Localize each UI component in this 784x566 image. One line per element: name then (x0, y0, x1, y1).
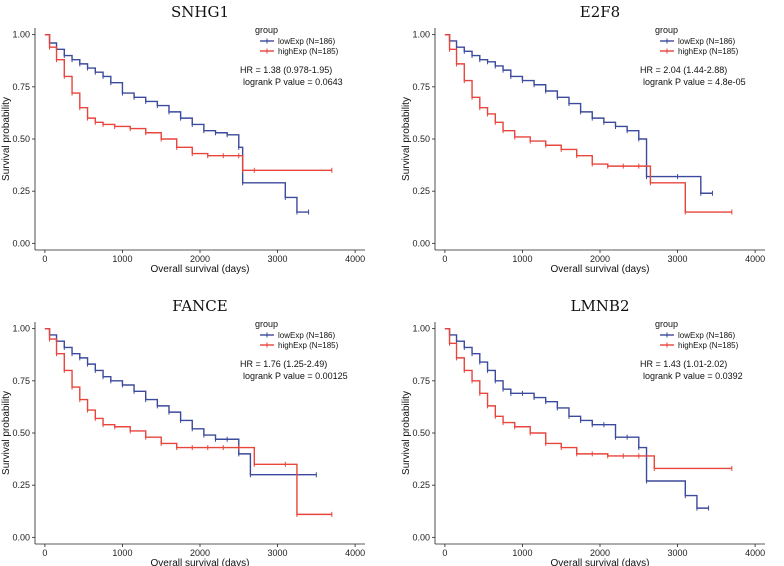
stat-annotation: HR = 1.76 (1.25-2.49) (240, 359, 327, 369)
x-tick-label: 2000 (590, 548, 610, 558)
chart-title: E2F8 (580, 3, 620, 21)
x-axis-label: Overall survival (days) (151, 558, 250, 566)
x-axis-label: Overall survival (days) (551, 264, 650, 275)
y-tick-label: 0.75 (12, 82, 30, 92)
x-tick-label: 4000 (745, 548, 765, 558)
x-axis-label: Overall survival (days) (151, 264, 250, 275)
x-tick-label: 1000 (512, 254, 532, 264)
y-tick-label: 0.00 (412, 532, 430, 542)
y-axis-label: Survival probability (1, 97, 12, 181)
y-tick-label: 1.00 (12, 324, 30, 334)
y-tick-label: 0.50 (412, 134, 430, 144)
legend-entry-label: highExp (N=185) (678, 341, 739, 350)
legend-entry-label: highExp (N=185) (278, 47, 339, 56)
y-tick-label: 0.50 (12, 134, 30, 144)
stat-annotation: logrank P value = 4.8e-05 (643, 77, 746, 87)
y-tick-label: 0.75 (412, 82, 430, 92)
stat-annotation: logrank P value = 0.0643 (243, 77, 343, 87)
chart-title: SNHG1 (171, 3, 229, 21)
x-tick-label: 1000 (112, 548, 132, 558)
y-tick-label: 0.25 (412, 186, 430, 196)
x-tick-label: 1000 (512, 548, 532, 558)
km-panel: SNHG1 0.00 0.25 0.50 0.75 1.00 0 1000 2000 3000 40… (1, 3, 365, 275)
x-tick-label: 2000 (590, 254, 610, 264)
series-line-highExp (44, 327, 332, 516)
legend-entry-label: lowExp (N=186) (278, 331, 335, 340)
stat-annotation: HR = 1.43 (1.01-2.02) (640, 359, 727, 369)
km-panel: E2F8 0.00 0.25 0.50 0.75 1.00 0 1000 2000 3000 400… (401, 3, 765, 275)
series-line-highExp (444, 33, 732, 213)
y-axis-label: Survival probability (401, 391, 412, 475)
stat-annotation: HR = 2.04 (1.44-2.88) (640, 65, 727, 75)
legend-entry-label: highExp (N=185) (678, 47, 739, 56)
legend-entry-label: highExp (N=185) (278, 341, 339, 350)
legend-title: group (255, 25, 278, 35)
y-tick-label: 1.00 (12, 30, 30, 40)
series-line-lowExp (444, 33, 713, 194)
y-tick-label: 0.00 (12, 532, 30, 542)
y-tick-label: 1.00 (412, 30, 430, 40)
legend-title: group (255, 319, 278, 329)
series-line-lowExp (444, 327, 709, 509)
x-tick-label: 2000 (190, 254, 210, 264)
y-tick-label: 0.25 (412, 480, 430, 490)
km-panel: LMNB2 0.00 0.25 0.50 0.75 1.00 0 1000 2000 3000 40… (401, 297, 765, 566)
y-tick-label: 0.25 (12, 480, 30, 490)
x-tick-label: 4000 (345, 548, 365, 558)
y-tick-label: 0.50 (12, 428, 30, 438)
stat-annotation: HR = 1.38 (0.978-1.95) (240, 65, 332, 75)
x-tick-label: 1000 (112, 254, 132, 264)
y-tick-label: 0.75 (412, 376, 430, 386)
y-axis-label: Survival probability (1, 391, 12, 475)
km-panel: FANCE 0.00 0.25 0.50 0.75 1.00 0 1000 2000 3000 40… (1, 297, 365, 566)
legend-entry-label: lowExp (N=186) (678, 37, 735, 46)
series-line-lowExp (44, 33, 309, 213)
x-tick-label: 0 (442, 254, 447, 264)
series-line-lowExp (44, 327, 317, 476)
stat-annotation: logrank P value = 0.00125 (243, 371, 348, 381)
y-tick-label: 0.25 (12, 186, 30, 196)
x-axis-label: Overall survival (days) (551, 558, 650, 566)
x-tick-label: 2000 (190, 548, 210, 558)
x-tick-label: 3000 (268, 548, 288, 558)
legend-entry-label: lowExp (N=186) (278, 37, 335, 46)
y-tick-label: 0.75 (12, 376, 30, 386)
legend-title: group (655, 319, 678, 329)
x-tick-label: 3000 (668, 548, 688, 558)
x-tick-label: 0 (442, 548, 447, 558)
y-tick-label: 0.00 (12, 238, 30, 248)
x-tick-label: 0 (42, 254, 47, 264)
y-tick-label: 1.00 (412, 324, 430, 334)
x-tick-label: 3000 (268, 254, 288, 264)
x-tick-label: 0 (42, 548, 47, 558)
y-tick-label: 0.00 (412, 238, 430, 248)
x-tick-label: 3000 (668, 254, 688, 264)
chart-title: FANCE (172, 297, 228, 315)
chart-title: LMNB2 (570, 297, 629, 315)
legend-title: group (655, 25, 678, 35)
stat-annotation: logrank P value = 0.0392 (643, 371, 743, 381)
legend-entry-label: lowExp (N=186) (678, 331, 735, 340)
y-axis-label: Survival probability (401, 97, 412, 181)
x-tick-label: 4000 (345, 254, 365, 264)
x-tick-label: 4000 (745, 254, 765, 264)
y-tick-label: 0.50 (412, 428, 430, 438)
